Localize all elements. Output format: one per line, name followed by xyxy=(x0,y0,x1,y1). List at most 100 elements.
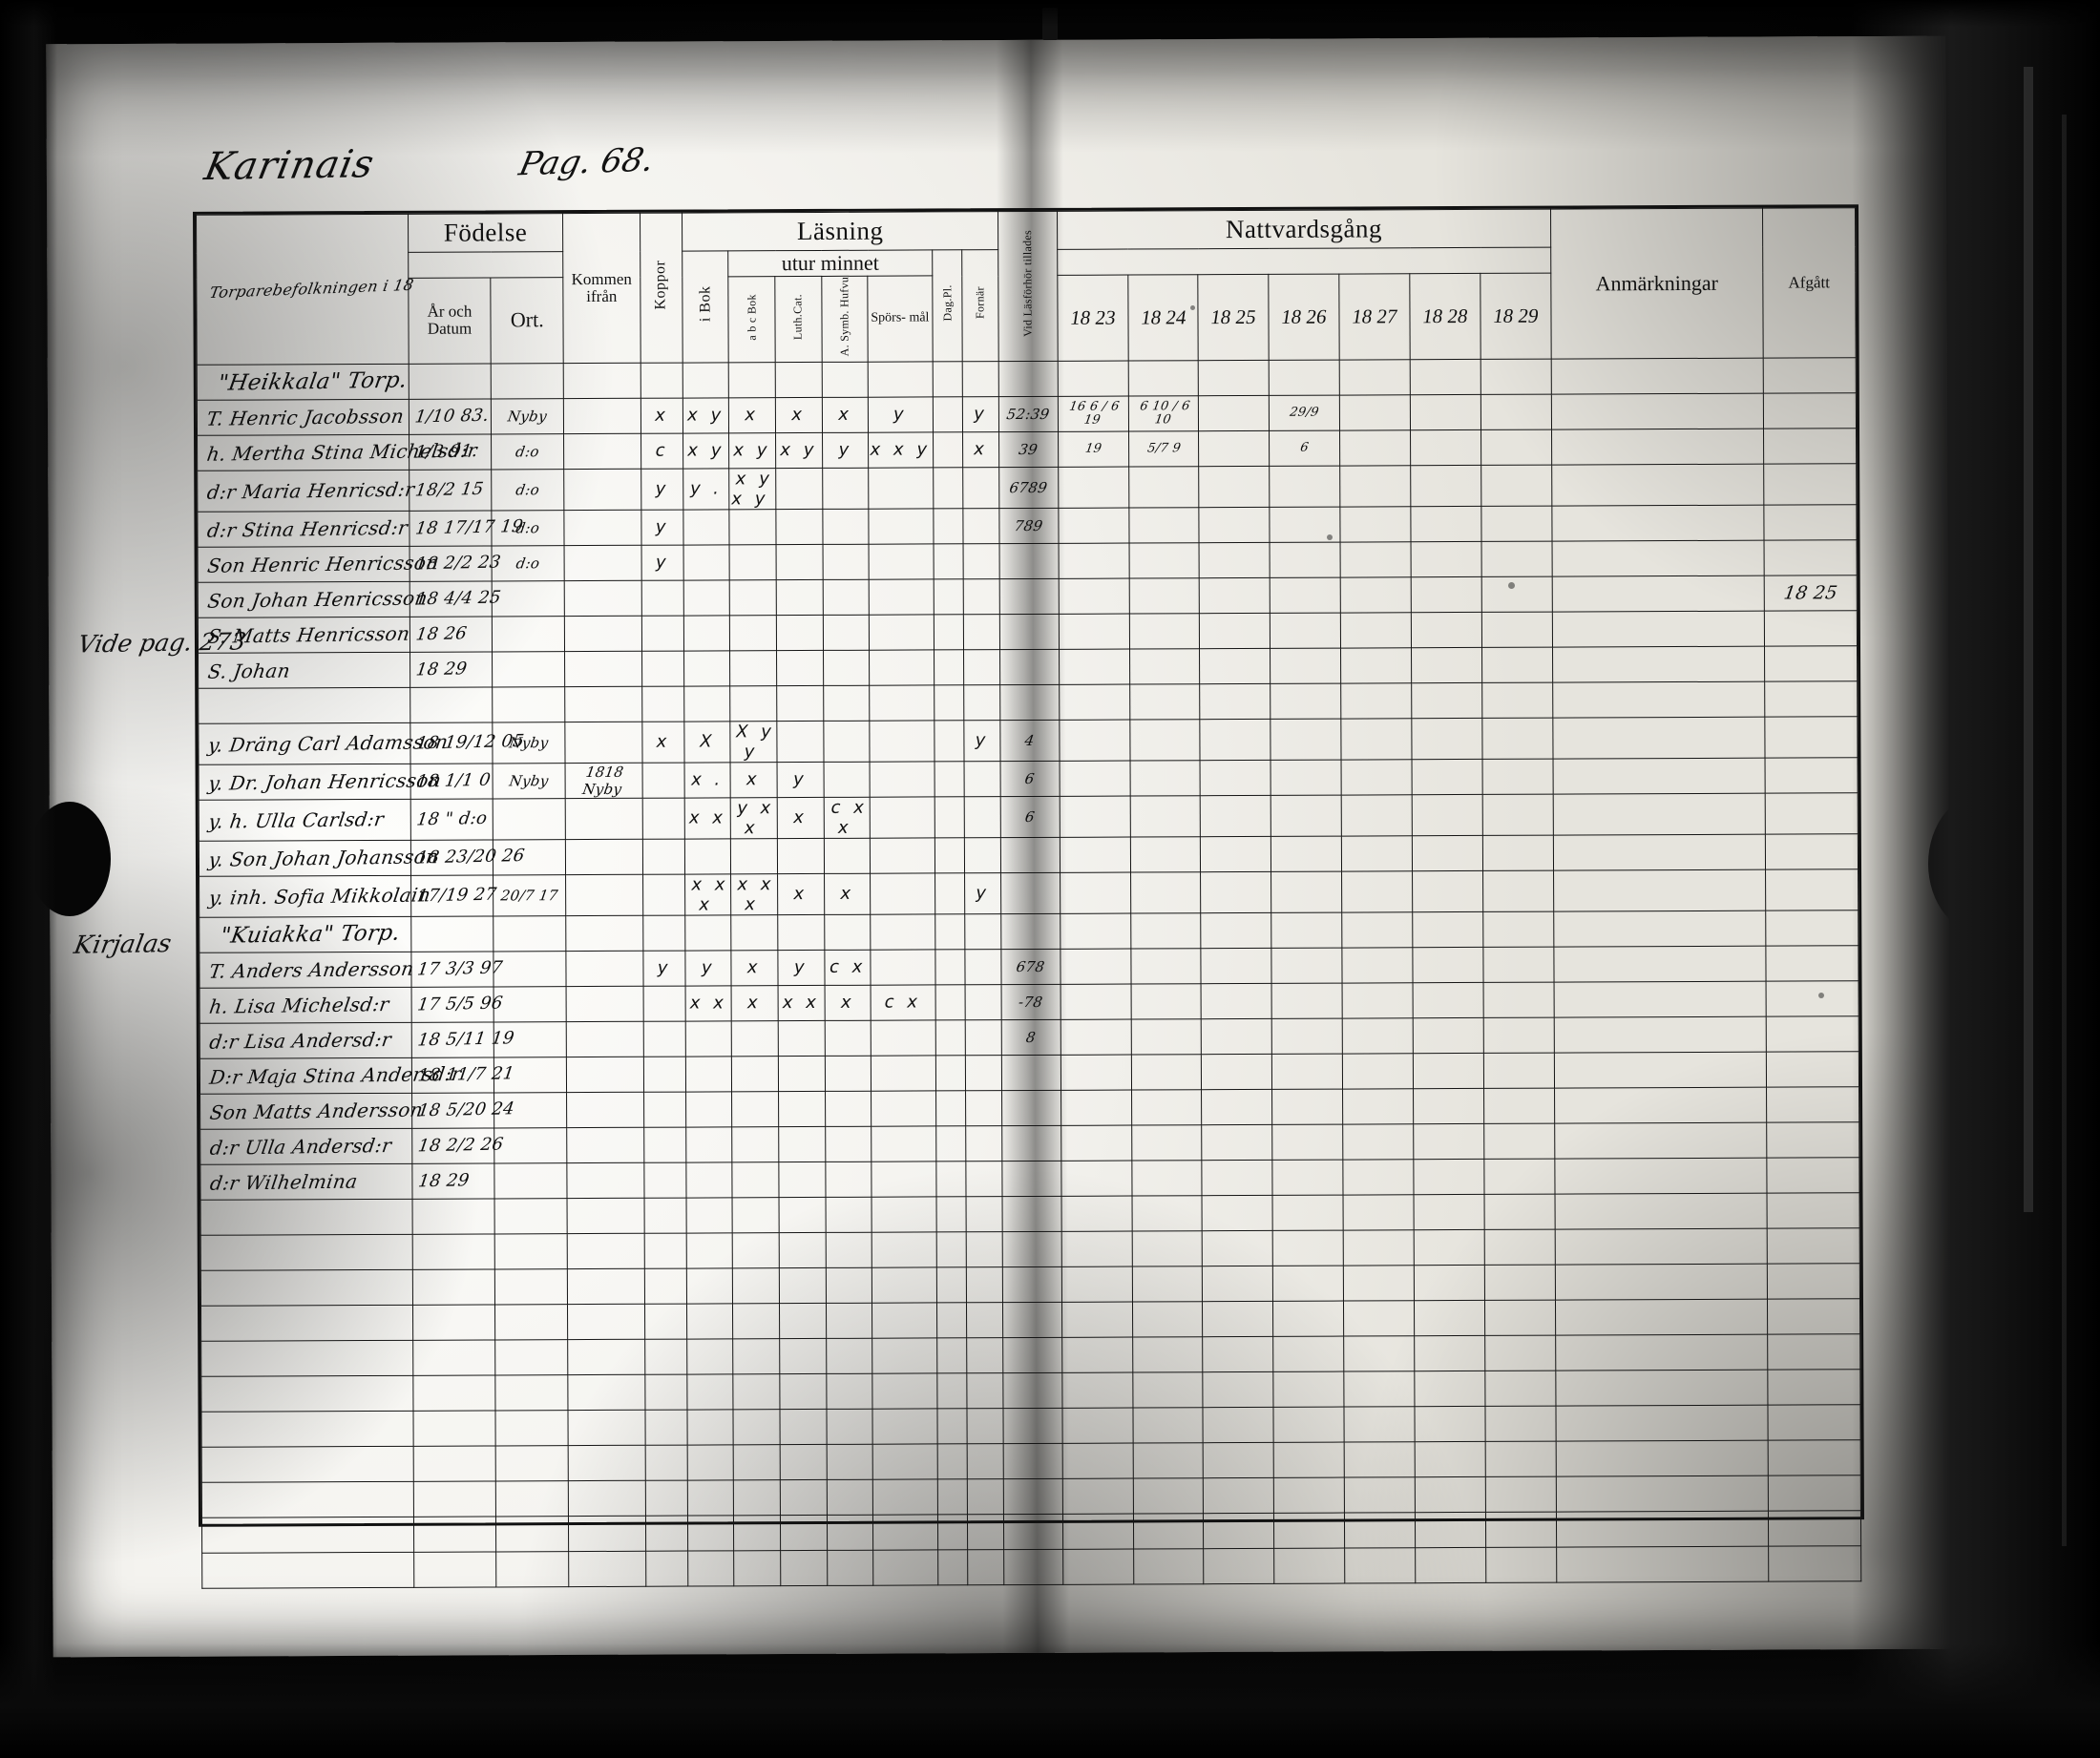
cell-nattvard-5 xyxy=(1414,1158,1485,1195)
cell-vid-lasforhor xyxy=(1001,1054,1061,1091)
cell-nattvard-1: 6 10 / 6 10 xyxy=(1127,395,1199,431)
scan-speck xyxy=(1190,305,1195,310)
cell-empty xyxy=(1002,1266,1062,1303)
cell-nattvard-5 xyxy=(1411,576,1482,613)
nattvard-year-2: 18 25 xyxy=(1198,274,1270,361)
table-row[interactable]: y. Dräng Carl Adamsson 18 19/12 05 Nyby x X X… xyxy=(198,716,1858,764)
birth-date: 18 5/20 24 xyxy=(416,1099,516,1121)
cell-empty xyxy=(779,1196,826,1233)
cell-empty xyxy=(686,1338,734,1374)
cell-i-bok xyxy=(684,838,731,874)
cell-nattvard-1 xyxy=(1130,1054,1203,1090)
cell-empty xyxy=(1204,1547,1275,1584)
cell-empty xyxy=(1061,1442,1133,1478)
cell-birth-date: 17 5/5 96 xyxy=(410,986,504,1022)
birth-place: d:o xyxy=(514,518,541,536)
cell-empty xyxy=(1415,1546,1486,1583)
cell-a-symb: x xyxy=(821,396,869,432)
cell-vid-lasforhor xyxy=(999,542,1059,579)
cell-vid-lasforhor xyxy=(1001,1089,1061,1126)
cell-i-bok: x . xyxy=(683,762,731,798)
table-row-empty[interactable] xyxy=(201,1545,1861,1588)
register-body: "Heikkala" Torp. T. Henric Jacobsson 1/10 … xyxy=(197,357,1861,1588)
cell-a-symb xyxy=(822,614,870,650)
cell-abc-bok xyxy=(729,615,777,651)
cell-empty xyxy=(967,1514,1005,1550)
cell-person xyxy=(198,686,410,723)
cell-fornar xyxy=(966,1125,1003,1162)
cell-nattvard-4 xyxy=(1340,506,1412,542)
abc-bok-mark: y x x xyxy=(735,797,777,838)
person-name: h. Lisa Michelsd:r xyxy=(207,992,391,1018)
cell-empty xyxy=(780,1443,827,1480)
cell-vid-lasforhor xyxy=(1000,871,1060,914)
cell-empty xyxy=(872,1302,937,1338)
cell-empty xyxy=(732,1232,780,1268)
register-table: Torparebefolkningen i 18 Födelse Kommen … xyxy=(196,207,1861,1588)
cell-empty xyxy=(411,1198,495,1234)
cell-empty xyxy=(936,1408,968,1444)
cell-i-bok xyxy=(685,1091,733,1127)
cell-empty xyxy=(1484,1334,1556,1371)
cell-empty xyxy=(1060,912,1131,949)
cell-nattvard-2 xyxy=(1199,506,1270,543)
vid-lasforhor-value: 6789 xyxy=(1008,478,1049,496)
cell-empty xyxy=(1203,1441,1274,1478)
cell-empty xyxy=(568,1550,646,1587)
cell-luth-cat: x xyxy=(775,396,823,433)
margin-note-village: Kirjalas xyxy=(72,930,174,960)
vid-lasforhor-value: 52:39 xyxy=(1005,405,1052,423)
person-name: d:r Stina Henricsd:r xyxy=(205,515,410,542)
cell-empty xyxy=(412,1304,495,1340)
cell-empty xyxy=(1343,1229,1415,1266)
cell-empty xyxy=(1342,911,1414,948)
cell-nattvard-3 xyxy=(1270,682,1342,719)
cell-nattvard-6 xyxy=(1482,946,1555,982)
nattvard-year-3-label: 18 26 xyxy=(1279,304,1329,328)
cell-fornar xyxy=(965,1019,1002,1056)
cell-dagpl xyxy=(934,872,966,914)
cell-empty xyxy=(872,1408,937,1444)
cell-nattvard-5 xyxy=(1410,464,1481,507)
birth-date: 18 26 xyxy=(414,623,469,645)
vid-lasforhor-value: 4 xyxy=(1023,731,1037,749)
cell-luth-cat: x xyxy=(777,796,824,839)
cell-empty xyxy=(1343,1194,1415,1230)
table-row[interactable]: y. h. Ulla Carlsd:r 18 " d:o x x y x x x c x … xyxy=(199,792,1858,841)
person-name: d:r Lisa Andersd:r xyxy=(207,1027,393,1054)
cell-empty xyxy=(998,360,1059,397)
cell-fornar xyxy=(966,1161,1003,1197)
cell-nattvard-2 xyxy=(1200,682,1271,720)
cell-empty xyxy=(687,1515,735,1551)
cell-empty xyxy=(1273,1512,1345,1548)
cell-nattvard-1 xyxy=(1128,577,1200,614)
cell-nattvard-4 xyxy=(1341,870,1413,912)
cell-sporsmal: x x y xyxy=(869,431,933,468)
cell-empty xyxy=(1415,1511,1486,1548)
koppor-mark: y xyxy=(653,516,672,537)
person-name xyxy=(199,703,410,706)
cell-sporsmal xyxy=(870,796,935,838)
cell-empty xyxy=(640,362,683,398)
cell-empty xyxy=(1484,1228,1556,1265)
cell-dagpl xyxy=(934,761,965,797)
i-bok-mark: X xyxy=(697,731,718,752)
cell-empty xyxy=(1343,1300,1415,1336)
sporsmal-mark: y xyxy=(891,404,910,425)
table-row[interactable]: y. inh. Sofia Mikkolain 17/19 27 20/7 17 x … xyxy=(199,869,1858,917)
i-bok-mark: x y xyxy=(684,405,727,426)
table-row[interactable]: d:r Maria Henricsd:r 18/2 15 d:o y y .x y x … xyxy=(197,463,1857,512)
cell-dagpl xyxy=(935,1161,967,1197)
cell-nattvard-1 xyxy=(1129,760,1201,796)
birth-date: 1/3 91. xyxy=(413,441,479,463)
cell-fornar: y xyxy=(964,720,1001,762)
cell-abc-bok xyxy=(729,509,777,545)
cell-abc-bok: x x x xyxy=(730,873,778,915)
cell-koppor xyxy=(643,1091,686,1127)
cell-anmarkningar xyxy=(1551,428,1764,465)
luth-cat-mark: x y xyxy=(778,439,820,461)
cell-empty xyxy=(1482,910,1554,947)
cell-koppor: x xyxy=(641,721,684,763)
person-name: D:r Maja Stina Andersd:r xyxy=(208,1061,463,1089)
cell-abc-bok: y x x xyxy=(730,797,778,839)
